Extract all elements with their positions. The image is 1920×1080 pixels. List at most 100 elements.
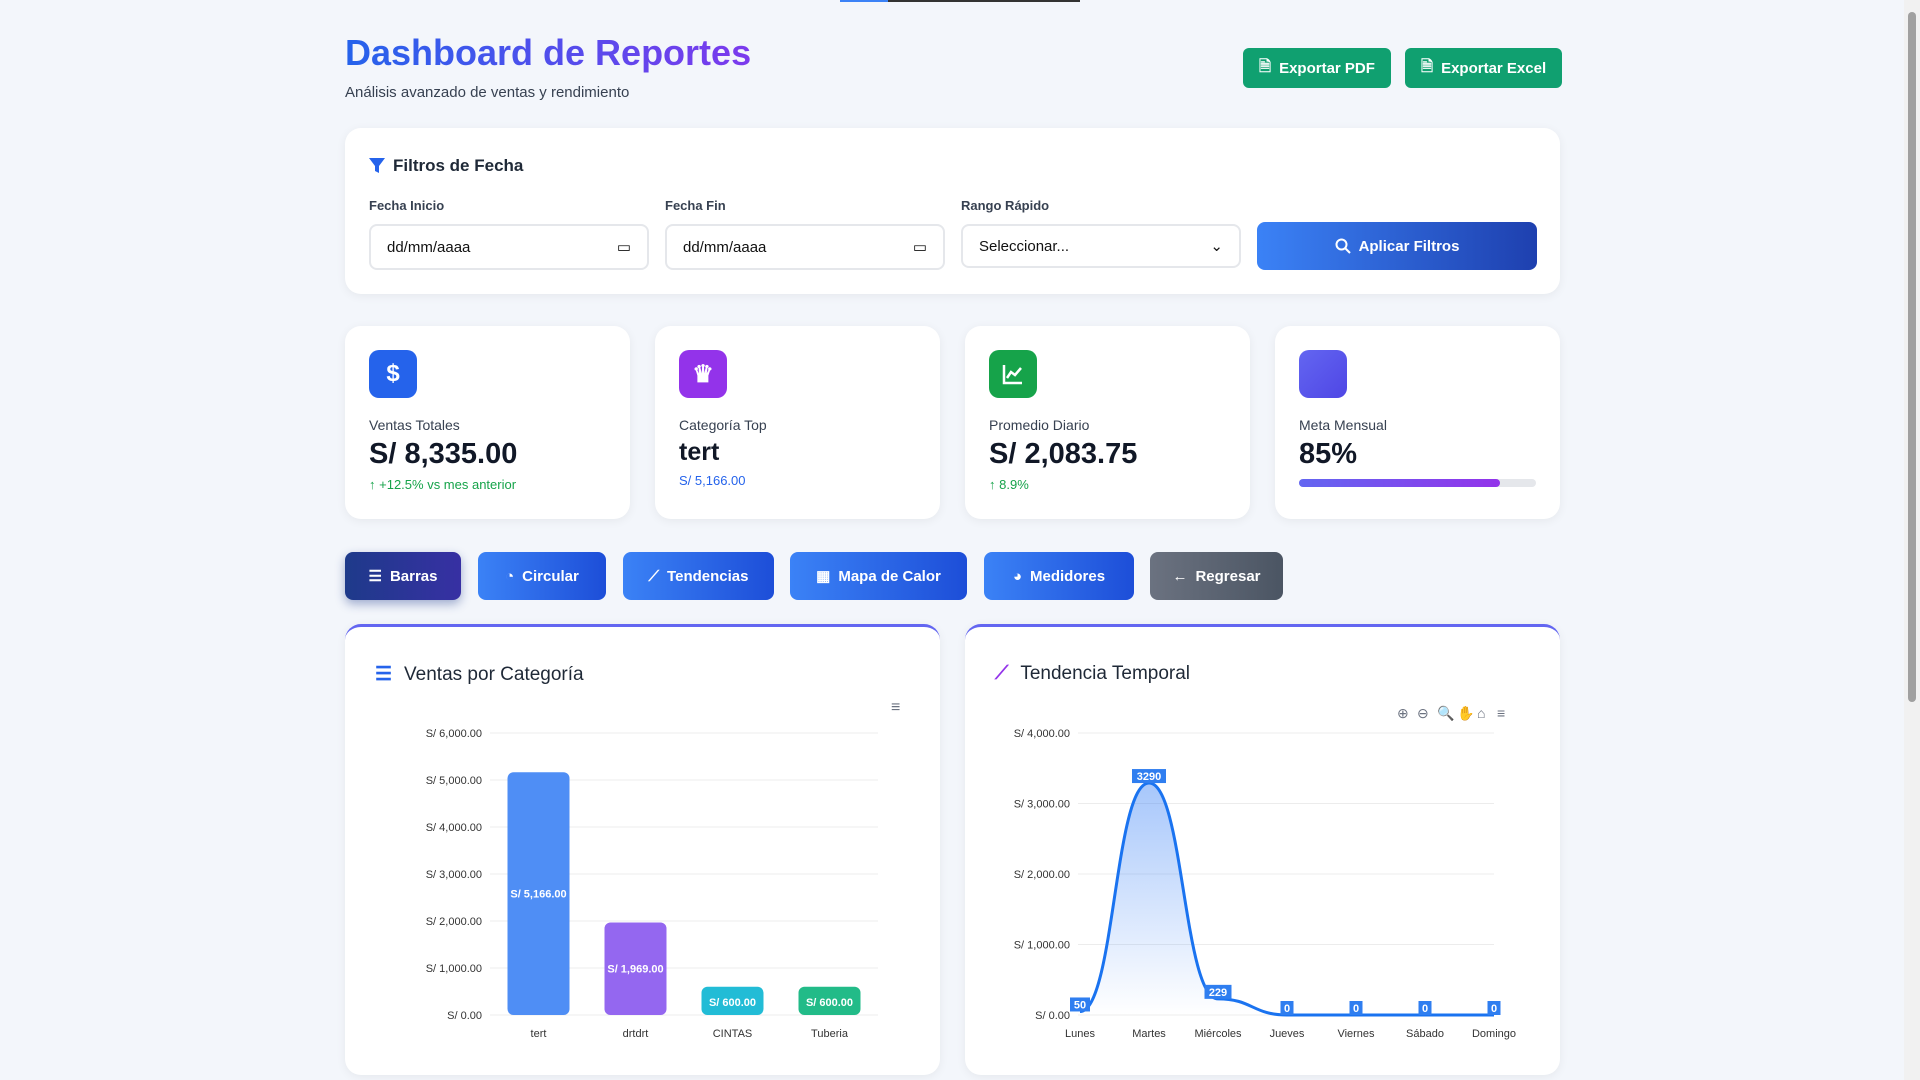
bar	[798, 986, 861, 1015]
stat-label: Meta Mensual	[1299, 417, 1387, 433]
stat-change-text: 8.9%	[999, 477, 1029, 492]
tab-label: Tendencias	[667, 567, 749, 585]
stat-card-top-category: ♛ Categoría Top tert S/ 5,166.00	[655, 326, 940, 519]
end-date-label: Fecha Fin	[665, 198, 726, 213]
y-tick-label: S/ 3,000.00	[1014, 799, 1070, 811]
data-label: 0	[1422, 1003, 1428, 1015]
start-date-value: dd/mm/aaaa	[387, 238, 471, 256]
y-tick-label: S/ 2,000.00	[426, 916, 482, 928]
tab-bars[interactable]: ☰ Barras	[345, 552, 461, 600]
dollar-icon: $	[369, 350, 417, 398]
stat-value: tert	[679, 438, 720, 466]
export-pdf-label: Exportar PDF	[1279, 59, 1375, 77]
goal-progress-bar	[1299, 479, 1536, 487]
x-tick-label: Viernes	[1337, 1028, 1375, 1040]
line-chart-icon: ⟋	[648, 567, 660, 585]
data-label-box	[1132, 769, 1166, 784]
area-chart: S/ 0.00 S/ 1,000.00 S/ 2,000.00 S/ 3,000.00…	[1014, 704, 1516, 1040]
goal-progress-fill	[1299, 479, 1501, 487]
tab-label: Circular	[522, 567, 579, 585]
export-excel-label: Exportar Excel	[1441, 59, 1547, 77]
tab-label: Medidores	[1030, 567, 1106, 585]
y-tick-label: S/ 4,000.00	[1014, 728, 1070, 740]
line-chart-icon: ⟋	[995, 663, 1009, 684]
x-tick-label: tert	[531, 1028, 547, 1040]
data-label-box	[1280, 1001, 1294, 1015]
file-pdf-icon: 🗎	[1259, 57, 1272, 75]
y-tick-label: S/ 2,000.00	[1014, 869, 1070, 881]
tab-label: Mapa de Calor	[838, 567, 941, 585]
bar-chart-icon: ☰	[375, 664, 393, 685]
end-date-input[interactable]: dd/mm/aaaa ▭	[665, 224, 945, 270]
filters-title: Filtros de Fecha	[393, 156, 524, 175]
scrollbar[interactable]	[1904, 0, 1920, 1080]
stat-card-monthly-goal: Meta Mensual 85%	[1275, 326, 1560, 519]
bar-chart: S/ 0.00 S/ 1,000.00 S/ 2,000.00 S/ 3,000.00…	[426, 699, 901, 1040]
export-pdf-button[interactable]: 🗎 Exportar PDF	[1243, 48, 1391, 88]
filter-icon	[369, 158, 385, 173]
x-tick-label: Martes	[1132, 1028, 1166, 1040]
bar-value-label: S/ 5,166.00	[510, 889, 566, 901]
data-label: 3290	[1137, 771, 1161, 783]
stat-label: Promedio Diario	[989, 417, 1090, 433]
y-tick-label: S/ 0.00	[447, 1010, 482, 1022]
y-tick-label: S/ 1,000.00	[426, 963, 482, 975]
x-tick-label: Domingo	[1472, 1028, 1516, 1040]
stat-label: Categoría Top	[679, 417, 767, 433]
arrow-up-icon: ↑	[369, 477, 380, 492]
bar-value-label: S/ 600.00	[709, 997, 756, 1009]
export-excel-button[interactable]: 🗎 Exportar Excel	[1405, 48, 1563, 88]
y-tick-label: S/ 4,000.00	[426, 822, 482, 834]
stat-card-daily-average: Promedio Diario S/ 2,083.75 ↑ 8.9%	[965, 326, 1250, 519]
zoom-in-icon: ⊕	[1397, 705, 1409, 721]
bar	[604, 922, 667, 1015]
stat-value: S/ 8,335.00	[369, 438, 518, 470]
y-tick-label: S/ 3,000.00	[426, 869, 482, 881]
page-title: Dashboard de Reportes	[345, 32, 752, 73]
stat-change: ↑ +12.5% vs mes anterior	[369, 477, 516, 492]
pan-icon: ✋	[1457, 705, 1474, 721]
stat-value: 85%	[1299, 438, 1358, 470]
data-label: 0	[1491, 1003, 1497, 1015]
x-tick-label: drtdrt	[623, 1028, 649, 1040]
loading-bar	[840, 0, 1080, 2]
data-label-box	[1418, 1001, 1432, 1015]
chart-title: Tendencia Temporal	[1020, 663, 1191, 684]
chevron-down-icon: ⌄	[1210, 238, 1223, 255]
x-tick-label: Miércoles	[1194, 1028, 1242, 1040]
data-label: 229	[1209, 987, 1227, 999]
trend-chart-card: ⟋ Tendencia Temporal S/ 0.00 S/ 1,000.00 S/…	[965, 624, 1560, 1075]
tab-label: Barras	[389, 567, 438, 585]
start-date-input[interactable]: dd/mm/aaaa ▭	[369, 224, 649, 270]
stat-change: ↑ 8.9%	[989, 477, 1029, 492]
date-filters-panel: Filtros de Fecha Fecha Inicio dd/mm/aaaa…	[345, 128, 1560, 294]
target-icon	[1299, 350, 1347, 398]
quick-range-select[interactable]: Seleccionar... ⌄	[961, 224, 1241, 268]
bar-value-label: S/ 1,969.00	[607, 964, 663, 976]
start-date-label: Fecha Inicio	[369, 198, 445, 213]
data-label: 50	[1074, 999, 1086, 1011]
x-tick-label: Tuberia	[811, 1028, 849, 1040]
category-sales-chart-card: ☰ Ventas por Categoría S/ 0.00 S/ 1,000.00…	[345, 624, 940, 1075]
stat-value: S/ 2,083.75	[989, 438, 1138, 470]
chart-title: Ventas por Categoría	[404, 663, 584, 685]
tab-heatmap[interactable]: ▦ Mapa de Calor	[790, 552, 967, 600]
quick-range-label: Rango Rápido	[961, 198, 1050, 213]
x-tick-label: CINTAS	[713, 1028, 753, 1040]
tab-gauges[interactable]: ◕ Medidores	[984, 552, 1134, 600]
grid-icon: ▦	[816, 568, 831, 585]
data-label-box	[1070, 997, 1090, 1012]
zoom-icon: 🔍	[1437, 704, 1454, 722]
calendar-icon[interactable]: ▭	[912, 239, 927, 256]
tab-trends[interactable]: ⟋ Tendencias	[623, 552, 774, 600]
menu-icon: ≡	[1497, 705, 1505, 721]
apply-filters-button[interactable]: Aplicar Filtros	[1257, 222, 1537, 270]
arrow-up-icon: ↑	[989, 477, 1000, 492]
data-label: 0	[1284, 1003, 1290, 1015]
tab-pie[interactable]: ◔ Circular	[478, 552, 606, 600]
calendar-icon[interactable]: ▭	[616, 239, 631, 256]
bar	[701, 986, 764, 1015]
back-button[interactable]: ← Regresar	[1150, 552, 1283, 600]
crown-icon: ♛	[679, 350, 727, 398]
trend-line	[1079, 781, 1494, 1017]
